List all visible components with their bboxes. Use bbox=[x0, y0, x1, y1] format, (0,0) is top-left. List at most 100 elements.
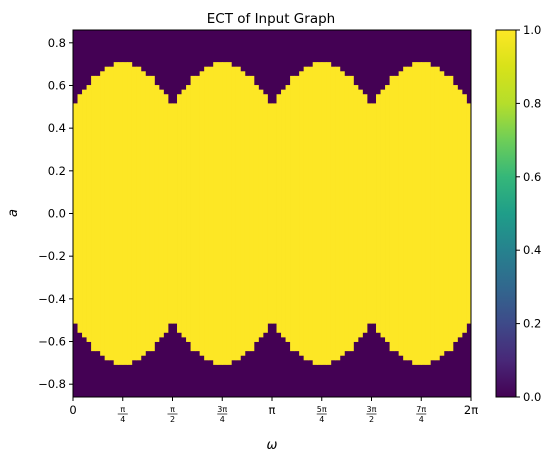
heatmap-column bbox=[258, 89, 264, 338]
x-tick-label-numerator: π bbox=[170, 405, 175, 414]
x-tick-label: π bbox=[269, 403, 276, 417]
y-tick-label: 0.0 bbox=[48, 207, 66, 221]
heatmap-column bbox=[452, 85, 458, 342]
heatmap-column bbox=[371, 103, 377, 324]
x-tick-label-numerator: π bbox=[120, 405, 125, 414]
heatmap-column bbox=[281, 89, 286, 338]
heatmap-column bbox=[73, 103, 78, 324]
heatmap-column bbox=[443, 75, 449, 352]
heatmap-column bbox=[118, 62, 124, 365]
heatmap-column bbox=[308, 66, 314, 361]
colorbar-tick-label: 0.4 bbox=[523, 243, 541, 257]
heatmap-column bbox=[276, 94, 282, 333]
heatmap-column bbox=[425, 62, 431, 365]
heatmap-column bbox=[100, 71, 106, 356]
heatmap-column bbox=[339, 71, 345, 356]
colorbar-tick-label: 0.8 bbox=[523, 96, 541, 110]
heatmap-column bbox=[285, 85, 291, 342]
heatmap-column bbox=[434, 66, 440, 361]
heatmap-column bbox=[357, 89, 363, 338]
heatmap-column bbox=[385, 85, 390, 342]
heatmap-column bbox=[167, 103, 173, 324]
heatmap-column bbox=[226, 62, 232, 365]
heatmap-column bbox=[448, 75, 454, 352]
heatmap-column bbox=[77, 94, 83, 333]
y-tick-label: −0.6 bbox=[38, 335, 66, 349]
heatmap-column bbox=[380, 89, 386, 338]
y-axis-label: a bbox=[6, 209, 21, 217]
heatmap-column bbox=[376, 94, 381, 333]
x-tick-label-denominator: 2 bbox=[369, 415, 374, 424]
heatmap-column bbox=[330, 66, 336, 361]
y-axis-ticks: 0.8 0.6 0.4 0.2 0.0 −0.2 −0.4 −0.6 −0.8 bbox=[38, 36, 73, 391]
x-tick-label-denominator: 4 bbox=[220, 415, 225, 424]
heatmap-column bbox=[172, 103, 178, 324]
heatmap-column bbox=[208, 66, 214, 361]
heatmap-column bbox=[348, 75, 354, 352]
x-tick-label-numerator: 3π bbox=[367, 405, 377, 414]
heatmap-column bbox=[109, 66, 115, 361]
colorbar-tick-label: 0.0 bbox=[523, 390, 541, 404]
heatmap-column bbox=[312, 62, 318, 365]
heatmap-column bbox=[253, 85, 259, 342]
heatmap-column bbox=[199, 71, 205, 356]
heatmap-column bbox=[290, 75, 296, 352]
x-tick-label-numerator: 3π bbox=[217, 405, 227, 414]
heatmap-column bbox=[213, 62, 219, 365]
heatmap-column bbox=[86, 85, 92, 342]
x-tick-label: 0 bbox=[69, 403, 76, 417]
heatmap-column bbox=[91, 75, 97, 352]
x-tick-label-denominator: 4 bbox=[419, 415, 424, 424]
y-tick-label: −0.4 bbox=[38, 292, 66, 306]
x-tick-label-numerator: 5π bbox=[317, 405, 327, 414]
heatmap-column bbox=[362, 94, 368, 333]
x-tick-label-denominator: 4 bbox=[319, 415, 324, 424]
heatmap-column bbox=[457, 89, 463, 338]
x-tick-label-numerator: 7π bbox=[416, 405, 426, 414]
heatmap-column bbox=[403, 66, 409, 361]
heatmap-column bbox=[140, 71, 146, 356]
heatmap-column bbox=[136, 66, 142, 361]
heatmap-column bbox=[149, 75, 155, 352]
heatmap-column bbox=[430, 66, 436, 361]
x-tick-label-denominator: 4 bbox=[120, 415, 125, 424]
y-tick-label: 0.8 bbox=[48, 36, 66, 50]
x-tick-label: 2π bbox=[464, 403, 478, 417]
heatmap-column bbox=[177, 94, 182, 333]
heatmap-column bbox=[131, 66, 137, 361]
heatmap-column bbox=[466, 103, 472, 324]
y-tick-label: 0.2 bbox=[48, 164, 66, 178]
heatmap-column bbox=[267, 103, 273, 324]
heatmap-column bbox=[249, 75, 255, 352]
heatmap-column bbox=[244, 75, 250, 352]
heatmap-column bbox=[326, 62, 332, 365]
heatmap-column bbox=[398, 71, 404, 356]
heatmap-column bbox=[158, 89, 164, 338]
colorbar-ticks: 0.0 0.2 0.4 0.6 0.8 1.0 bbox=[516, 23, 541, 404]
y-tick-label: −0.2 bbox=[38, 249, 66, 263]
x-tick-label-denominator: 2 bbox=[170, 415, 175, 424]
heatmap-cells bbox=[73, 30, 472, 397]
heatmap-column bbox=[122, 62, 128, 365]
heatmap-column bbox=[181, 89, 187, 338]
heatmap-column bbox=[335, 66, 341, 361]
heatmap-column bbox=[407, 66, 413, 361]
colorbar-tick-label: 0.2 bbox=[523, 317, 541, 331]
heatmap-column bbox=[204, 66, 210, 361]
heatmap-column bbox=[240, 71, 246, 356]
heatmap-column bbox=[272, 103, 277, 324]
chart-title: ECT of Input Graph bbox=[207, 11, 335, 27]
heatmap-column bbox=[439, 71, 445, 356]
x-axis-label: ω bbox=[267, 438, 278, 453]
heatmap-column bbox=[163, 94, 169, 333]
heatmap-column bbox=[412, 62, 418, 365]
heatmap-column bbox=[235, 66, 241, 361]
heatmap-column bbox=[217, 62, 223, 365]
heatmap-column bbox=[222, 62, 228, 365]
heatmap-column bbox=[421, 62, 427, 365]
y-tick-label: 0.6 bbox=[48, 78, 66, 92]
heatmap-column bbox=[366, 103, 372, 324]
y-tick-label: 0.4 bbox=[48, 121, 66, 135]
